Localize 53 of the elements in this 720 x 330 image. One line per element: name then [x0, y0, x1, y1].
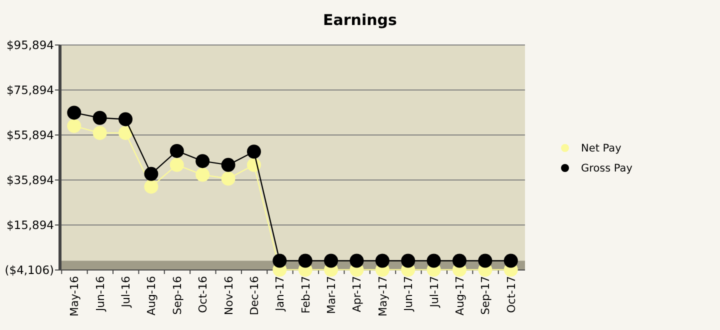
point	[118, 126, 133, 140]
point	[272, 254, 287, 268]
point	[221, 172, 236, 186]
x-tick-label: Mar-17	[325, 276, 338, 314]
point	[350, 254, 364, 268]
point	[246, 158, 261, 172]
y-tick-label: $35,894	[6, 173, 54, 188]
point	[401, 254, 416, 268]
x-tick-label: Jul-17	[428, 276, 441, 308]
y-tick-label: $15,894	[6, 218, 54, 232]
point	[170, 144, 184, 158]
x-tick-label: Apr-17	[350, 276, 364, 312]
point	[375, 254, 390, 268]
x-tick-label: Nov-16	[222, 276, 236, 316]
point	[170, 158, 184, 172]
legend-label: Net Pay	[581, 142, 622, 155]
x-tick-label: May-16	[68, 276, 82, 317]
y-tick-label: $75,894	[6, 83, 54, 98]
x-tick-label: May-17	[376, 276, 390, 317]
point	[67, 106, 82, 120]
x-tick-label: Jun-16	[94, 276, 107, 312]
point	[144, 180, 158, 194]
y-tick-label: $95,894	[6, 38, 54, 52]
point	[298, 254, 312, 268]
x-tick-label: Sep-16	[170, 276, 184, 315]
point	[92, 126, 107, 140]
chart-title: Earnings	[323, 11, 398, 29]
point	[196, 154, 210, 168]
y-tick-label: $55,894	[6, 128, 54, 142]
point	[452, 254, 466, 268]
point	[196, 168, 210, 182]
x-tick-label: Aug-16	[145, 276, 158, 316]
x-tick-label: Dec-16	[248, 276, 261, 316]
point	[92, 110, 107, 125]
x-tick-label: Sep-17	[479, 276, 492, 315]
point	[67, 118, 82, 133]
y-tick-label: ($4,106)	[4, 263, 54, 278]
point	[426, 254, 441, 268]
point	[246, 144, 261, 159]
x-tick-label: Jun-17	[402, 276, 416, 312]
point	[504, 254, 518, 268]
legend-label: Gross Pay	[581, 162, 632, 175]
x-tick-label: Oct-17	[504, 276, 518, 313]
point	[221, 158, 236, 172]
point	[324, 254, 338, 268]
x-tick-label: Aug-17	[453, 276, 466, 316]
x-tick-label: Oct-16	[196, 276, 210, 313]
x-tick-label: Feb-17	[299, 276, 312, 314]
point	[478, 254, 492, 268]
point	[144, 166, 158, 181]
x-tick-label: Jan-17	[274, 276, 287, 312]
point	[118, 112, 133, 126]
x-tick-label: Jul-16	[120, 276, 133, 308]
